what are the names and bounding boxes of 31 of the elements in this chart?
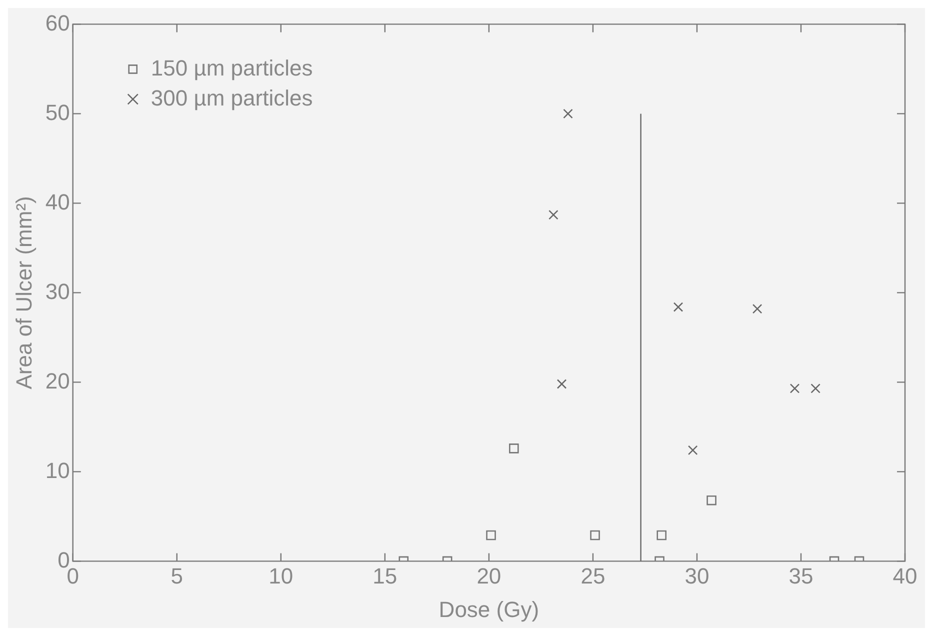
y-axis-title: Area of Ulcer (mm²) (11, 196, 36, 390)
x-tick-label: 5 (170, 563, 184, 588)
x-tick-label: 40 (892, 563, 918, 588)
x-tick-label: 15 (372, 563, 398, 588)
point (673, 302, 684, 312)
point (752, 304, 762, 314)
point (556, 379, 567, 389)
x-axis-title: Dose (Gy) (438, 596, 540, 622)
x-tick-label: 25 (580, 563, 606, 588)
point (590, 530, 600, 540)
y-tick-label: 40 (45, 189, 70, 214)
x-tick-label: 35 (788, 563, 814, 588)
y-tick-label: 60 (45, 10, 70, 36)
point (810, 384, 820, 394)
legend-label: 300 µm particles (150, 85, 313, 110)
point (706, 495, 716, 506)
point (486, 530, 496, 540)
x-tick-label: 10 (268, 563, 294, 588)
y-tick-label: 20 (45, 368, 70, 394)
point (563, 108, 573, 119)
point (509, 444, 519, 454)
y-tick-label: 30 (45, 278, 70, 304)
legend-label: 150 µm particles (150, 55, 313, 80)
y-tick-label: 50 (45, 100, 70, 125)
x-tick-label: 30 (684, 563, 710, 588)
point (548, 210, 558, 220)
y-tick-label: 10 (45, 458, 70, 483)
point (790, 384, 800, 394)
x-tick-label: 20 (476, 563, 502, 588)
point (688, 445, 698, 456)
point (656, 530, 666, 540)
